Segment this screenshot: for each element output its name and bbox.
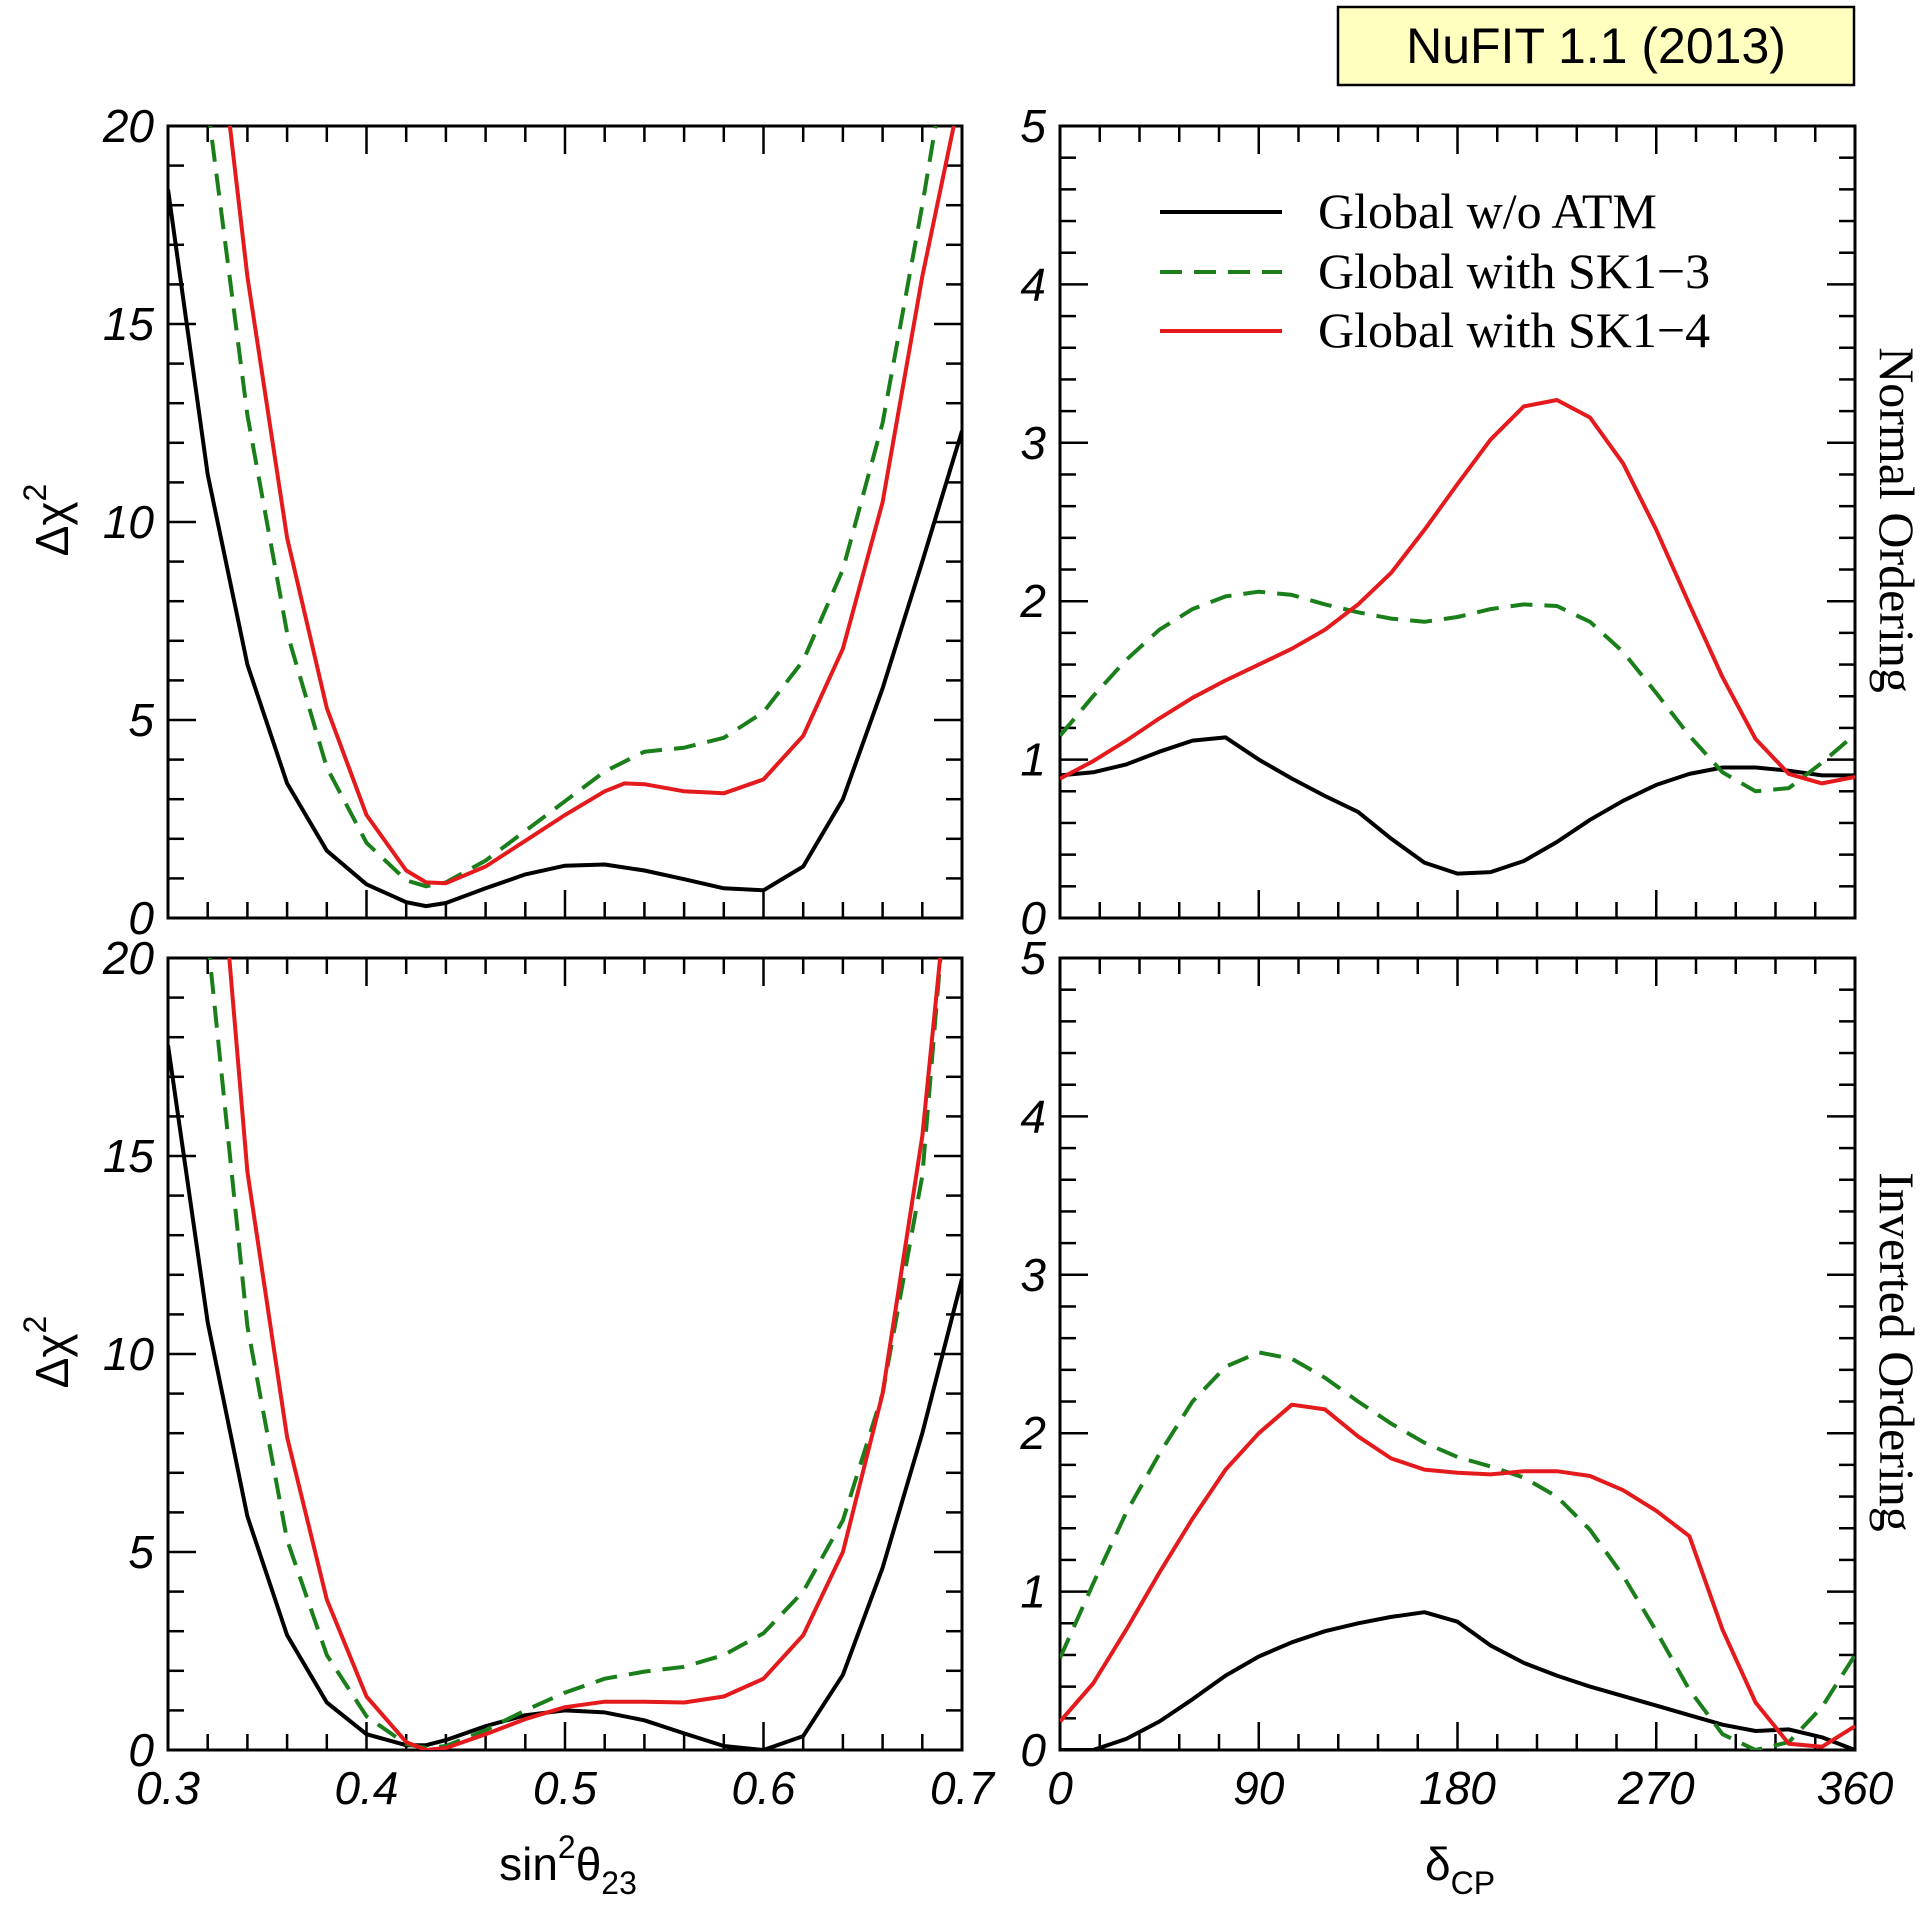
- y-axis-label-top-sup: 2: [17, 484, 53, 502]
- x-axis-label-left-sub: 23: [601, 1865, 637, 1901]
- bottom-left-x-tick-label: 0.4: [335, 1762, 399, 1814]
- x-axis-label-right-base: δ: [1425, 1838, 1451, 1890]
- bottom-right-x-tick-label: 90: [1233, 1762, 1285, 1814]
- bottom-right-plot-area: [1060, 1350, 1855, 1750]
- y-axis-label-top-base: Δχ: [26, 501, 78, 556]
- panel-top-right: 0 1 2 3 4 5: [1019, 100, 1857, 944]
- bottom-right-y-tick-label: 2: [1019, 1407, 1046, 1459]
- bottom-left-y-tick-label: 10: [103, 1328, 155, 1380]
- bottom-left-y-tick-label: 15: [103, 1130, 155, 1182]
- bottom-left-x-tick-label: 0.5: [533, 1762, 597, 1814]
- title-badge: NuFIT 1.1 (2013): [1336, 5, 1856, 87]
- top-right-y-tick-label: 4: [1020, 258, 1046, 310]
- top-left-y-tick-label: 20: [102, 100, 155, 152]
- bottom-left-y-tick-label: 0: [128, 1724, 154, 1776]
- top-right-y-tick-label: 1: [1020, 734, 1046, 786]
- bottom-left-series-global-w-o-atm: [168, 1044, 962, 1750]
- x-axis-label-left-theta: θ: [576, 1838, 602, 1890]
- bottom-right-x-tick-label: 360: [1817, 1762, 1894, 1814]
- y-axis-label-bottom-sup: 2: [17, 1316, 53, 1334]
- top-right-y-tick-label: 0: [1020, 892, 1046, 944]
- x-axis-label-right-sub: CP: [1451, 1865, 1495, 1901]
- bottom-left-series-global-with-sk1-3: [207, 958, 943, 1750]
- top-right-y-tick-label: 2: [1019, 575, 1046, 627]
- top-right-y-tick-label: 3: [1020, 417, 1046, 469]
- legend-label-global-with-sk1-3: Global with SK1−3: [1318, 243, 1710, 299]
- top-right-plot-area: [1060, 398, 1855, 876]
- top-right-series-global-w-o-atm: [1060, 735, 1855, 876]
- top-left-y-tick-label: 15: [103, 298, 155, 350]
- bottom-right-frame: [1058, 956, 1857, 1752]
- bottom-left-y-tick-label: 20: [102, 932, 155, 984]
- top-left-series-global-w-o-atm: [168, 189, 962, 909]
- bottom-left-series-global-with-sk1-4: [227, 958, 943, 1750]
- bottom-left-plot-area: [168, 958, 962, 1750]
- top-left-plot-area: [168, 126, 962, 909]
- y-axis-label-bottom: Δχ2: [17, 1316, 78, 1389]
- bottom-left-x-tick-label: 0.7: [930, 1762, 995, 1814]
- top-right-series-global-with-sk1-4: [1060, 398, 1855, 786]
- bottom-right-y-tick-label: 1: [1020, 1566, 1046, 1618]
- bottom-right-x-tick-label: 180: [1419, 1762, 1496, 1814]
- y-axis-label-top: Δχ2: [17, 484, 78, 557]
- bottom-left-y-tick-label: 5: [128, 1526, 154, 1578]
- bottom-right-y-tick-label: 4: [1020, 1090, 1046, 1142]
- x-axis-label-left-base: sin: [499, 1838, 558, 1890]
- top-left-series-global-with-sk1-4: [227, 126, 956, 886]
- top-right-y-tick-label: 5: [1020, 100, 1046, 152]
- bottom-right-x-tick-label: 270: [1617, 1762, 1695, 1814]
- panel-bottom-left: 0 5 10 15 20 0.3 0.4 0.5 0.6 0.7: [102, 932, 996, 1814]
- top-left-series-global-with-sk1-3: [208, 126, 938, 889]
- bottom-right-series-global-w-o-atm: [1060, 1610, 1855, 1750]
- y-axis-label-bottom-base: Δχ: [26, 1333, 78, 1388]
- legend-label-global-wo-atm: Global w/o ATM: [1318, 183, 1657, 239]
- bottom-right-y-tick-label: 0: [1020, 1724, 1046, 1776]
- top-right-series-global-with-sk1-3: [1060, 589, 1855, 794]
- panel-bottom-right: 0 1 2 3 4 5 0 90 180 270 360: [1019, 932, 1893, 1814]
- bottom-right-y-tick-label: 5: [1020, 932, 1046, 984]
- row-labels: Normal Ordering Inverted Ordering: [1869, 347, 1920, 1532]
- x-axis-label-left-sup: 2: [558, 1829, 576, 1865]
- bottom-right-series-global-with-sk1-4: [1060, 1402, 1855, 1749]
- bottom-left-x-tick-label: 0.3: [136, 1762, 200, 1814]
- legend: Global w/o ATM Global with SK1−3 Global …: [1160, 183, 1710, 358]
- bottom-left-x-tick-label: 0.6: [732, 1762, 796, 1814]
- bottom-right-series-global-with-sk1-3: [1060, 1350, 1855, 1750]
- top-left-y-tick-label: 0: [128, 892, 154, 944]
- x-axis-label-left: sin2θ23: [499, 1829, 637, 1901]
- panel-top-left: 0 5 10 15 20: [102, 100, 964, 944]
- title-badge-text: NuFIT 1.1 (2013): [1406, 18, 1786, 74]
- top-left-y-tick-label: 10: [103, 496, 155, 548]
- bottom-right-y-tick-label: 3: [1020, 1249, 1046, 1301]
- row-label-inverted-ordering: Inverted Ordering: [1869, 1172, 1920, 1532]
- y-axis-labels: Δχ2 Δχ2: [17, 484, 78, 1389]
- bottom-right-x-tick-label: 0: [1047, 1762, 1073, 1814]
- title-badge-box: [1336, 5, 1856, 87]
- row-label-normal-ordering: Normal Ordering: [1869, 347, 1920, 693]
- legend-label-global-with-sk1-4: Global with SK1−4: [1318, 302, 1710, 358]
- x-axis-label-right: δCP: [1425, 1838, 1495, 1901]
- x-axis-labels: sin2θ23 δCP: [499, 1829, 1495, 1901]
- top-left-y-tick-label: 5: [128, 694, 154, 746]
